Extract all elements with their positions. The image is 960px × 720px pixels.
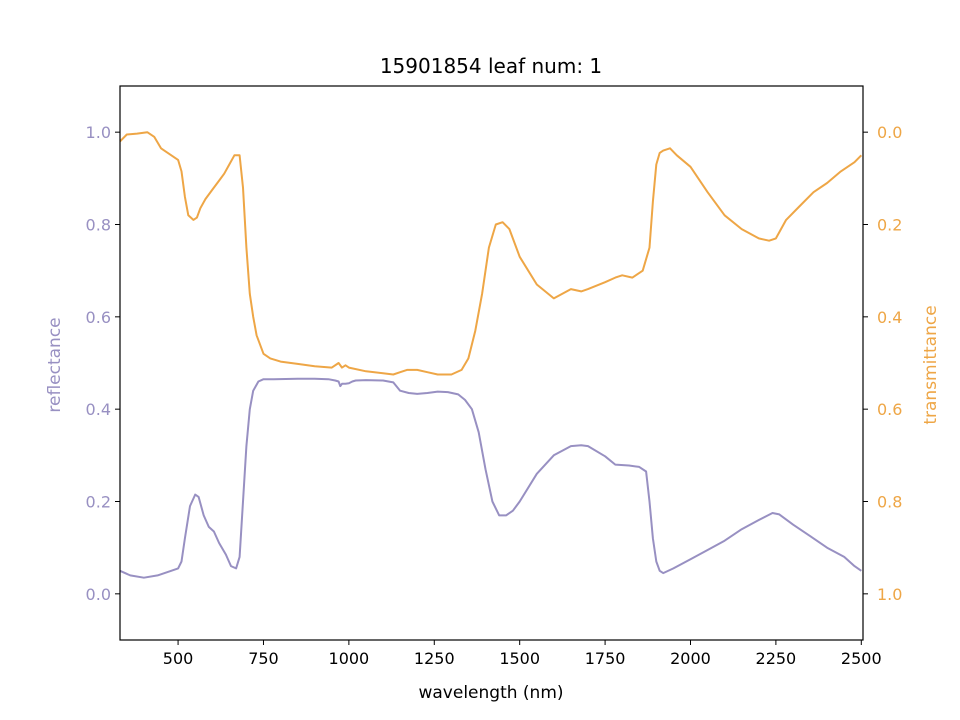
- y-axis-right: 0.0 0.2 0.4 0.6 0.8 1.0: [863, 123, 902, 604]
- y-right-tick-label-3: 0.6: [877, 400, 902, 419]
- y-axis-right-label: transmittance: [921, 305, 941, 424]
- y-right-tick-label-1: 0.2: [877, 216, 902, 235]
- x-axis: 500 750 1000 1250 1500 1750 2000 2250 2500: [163, 640, 882, 668]
- chart-title: 15901854 leaf num: 1: [380, 54, 602, 78]
- y-left-tick-label-3: 0.6: [86, 308, 111, 327]
- y-left-tick-label-0: 0.0: [86, 585, 111, 604]
- x-tick-label-4: 1500: [499, 649, 540, 668]
- y-left-tick-label-5: 1.0: [86, 123, 111, 142]
- x-tick-label-7: 2250: [756, 649, 797, 668]
- y-axis-left-label: reflectance: [45, 317, 65, 412]
- x-tick-label-8: 2500: [841, 649, 882, 668]
- plot-lines: [119, 131, 863, 579]
- x-tick-label-2: 1000: [329, 649, 370, 668]
- y-axis-left: 0.0 0.2 0.4 0.6 0.8 1.0: [86, 123, 120, 604]
- y-right-tick-label-2: 0.4: [877, 308, 902, 327]
- x-tick-label-0: 500: [163, 649, 194, 668]
- plot-frame: [119, 85, 864, 641]
- series-line-transmittance: [119, 131, 863, 376]
- x-tick-label-6: 2000: [670, 649, 711, 668]
- y-left-tick-label-4: 0.8: [86, 216, 111, 235]
- x-tick-label-1: 750: [248, 649, 279, 668]
- y-right-tick-label-0: 0.0: [877, 123, 902, 142]
- y-left-tick-label-1: 0.2: [86, 493, 111, 512]
- x-tick-label-3: 1250: [414, 649, 455, 668]
- series-line-reflectance: [119, 377, 862, 579]
- x-tick-label-5: 1750: [585, 649, 626, 668]
- y-right-tick-label-4: 0.8: [877, 493, 902, 512]
- y-left-tick-label-2: 0.4: [86, 400, 111, 419]
- x-axis-label: wavelength (nm): [418, 683, 563, 703]
- y-right-tick-label-5: 1.0: [877, 585, 902, 604]
